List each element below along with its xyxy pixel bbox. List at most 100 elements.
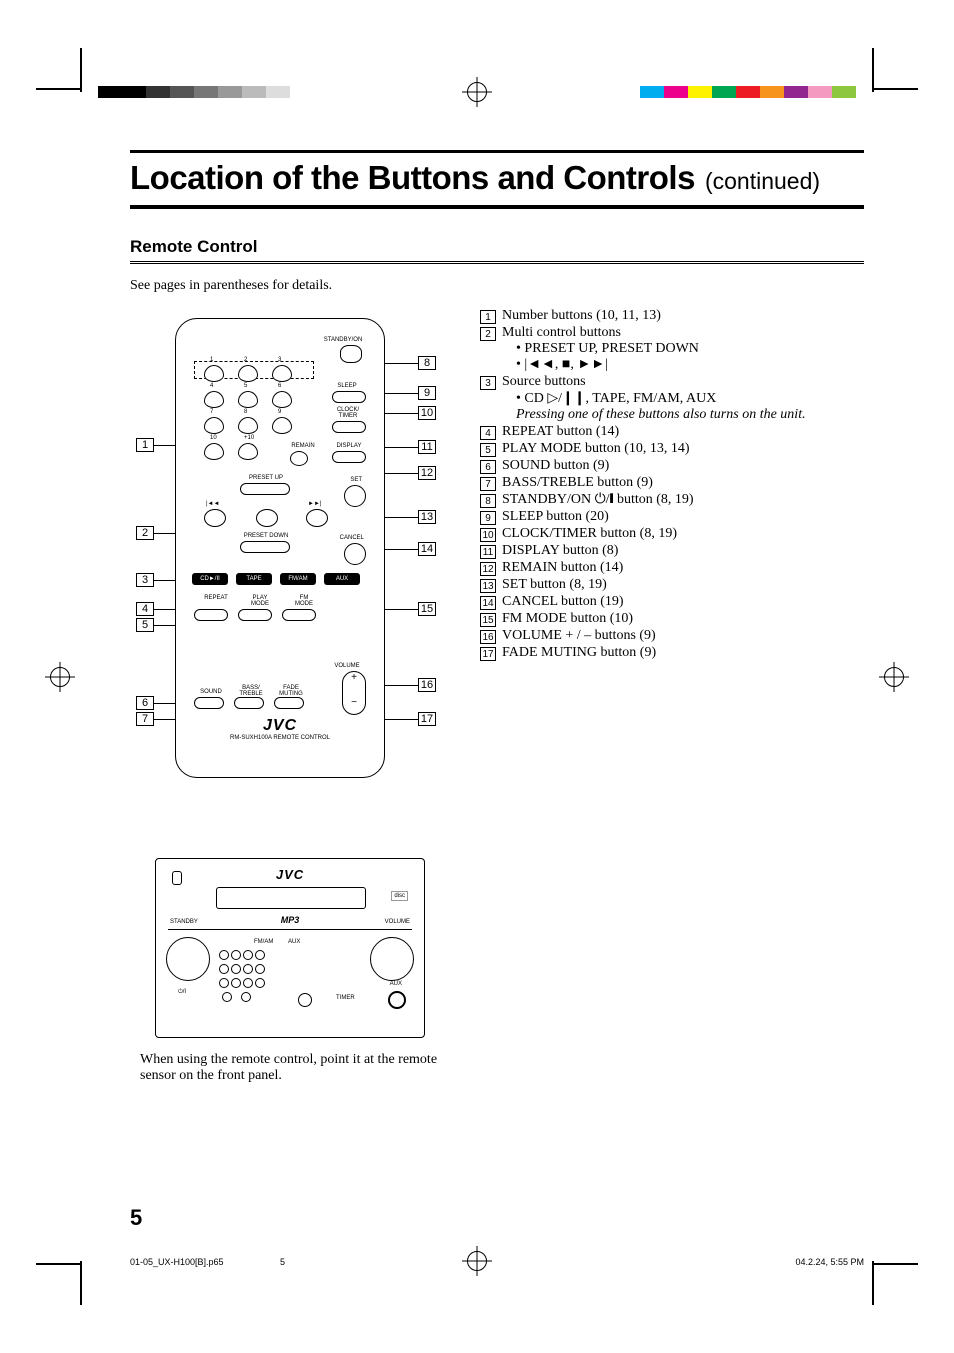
list-text: DISPLAY button (8) (502, 543, 864, 559)
num-button (238, 365, 258, 382)
preset-down-label: PRESET DOWN (231, 533, 301, 539)
callout-number: 2 (136, 526, 154, 540)
preset-up-label: PRESET UP (236, 475, 296, 481)
list-num: 14 (480, 596, 496, 610)
page-content: Location of the Buttons and Controls (co… (130, 150, 864, 1223)
list-item: 3 Source buttons• CD ▷/❙❙, TAPE, FM/AM, A… (480, 374, 864, 423)
list-num: 3 (480, 376, 496, 390)
cancel-button (344, 543, 366, 565)
standby-label: STANDBY (170, 919, 198, 925)
list-item: 6SOUND button (9) (480, 458, 864, 474)
callout-number: 4 (136, 602, 154, 616)
section-heading: Remote Control (130, 237, 864, 264)
timer-label: TIMER (336, 995, 355, 1001)
list-text: Source buttons (502, 374, 864, 390)
mode-button (238, 609, 272, 621)
list-num: 11 (480, 545, 496, 559)
list-num: 15 (480, 613, 496, 627)
front-brand: JVC (276, 867, 304, 882)
list-text: Multi control buttons (502, 325, 864, 341)
callout-list: 1Number buttons (10, 11, 13)2Multi contr… (480, 308, 864, 661)
list-text: REPEAT button (14) (502, 424, 864, 440)
callout-number: 10 (418, 406, 436, 420)
list-item: 9 SLEEP button (20) (480, 509, 864, 525)
list-num: 9 (480, 511, 496, 525)
volume-label: VOLUME (385, 919, 410, 925)
stop-button (256, 509, 278, 527)
volume-rocker: + − (342, 671, 366, 715)
bass-button (234, 697, 264, 709)
aux-jack (388, 991, 406, 1009)
callout-number: 5 (136, 618, 154, 632)
list-text: STANDBY/ON ⏻/❙ button (8, 19) (502, 492, 864, 508)
list-text: SLEEP button (20) (502, 509, 864, 525)
callout-number: 11 (418, 440, 436, 454)
sleep-label: SLEEP (330, 383, 364, 389)
callout-number: 17 (418, 712, 436, 726)
mode-button (194, 609, 228, 621)
callout-number: 7 (136, 712, 154, 726)
list-item: 2Multi control buttons• PRESET UP, PRESE… (480, 325, 864, 373)
callout-number: 8 (418, 356, 436, 370)
eject-icon (172, 871, 182, 885)
list-item: 4 REPEAT button (14) (480, 424, 864, 440)
source-button: AUX (324, 573, 360, 585)
title-band: Location of the Buttons and Controls (co… (130, 150, 864, 209)
list-item: 14CANCEL button (19) (480, 594, 864, 610)
list-text: VOLUME + / – buttons (9) (502, 628, 864, 644)
list-sub: • CD ▷/❙❙, TAPE, FM/AM, AUX (516, 390, 864, 407)
callout-number: 3 (136, 573, 154, 587)
front-panel-diagram: JVC disc MP3 STANDBY VOLUME ⏻/I FM/AM AU… (155, 858, 425, 1038)
footer: 01-05_UX-H100[B].p65 5 04.2.24, 5:55 PM (130, 1257, 864, 1267)
footer-page: 5 (280, 1257, 285, 1267)
disc-logo: disc (391, 891, 408, 901)
list-num: 4 (480, 426, 496, 440)
fade-label: FADE MUTING (274, 685, 308, 697)
list-item: 17 FADE MUTING button (9) (480, 645, 864, 661)
list-num: 10 (480, 528, 496, 542)
model-label: RM-SUXH100A REMOTE CONTROL (176, 735, 384, 741)
volume-dial (370, 937, 414, 981)
list-item: 15FM MODE button (10) (480, 611, 864, 627)
list-num: 12 (480, 562, 496, 576)
preset-up-button (240, 483, 290, 495)
aux-label: AUX (288, 939, 300, 945)
set-label: SET (350, 477, 362, 483)
num-button (238, 417, 258, 434)
list-text: PLAY MODE button (10, 13, 14) (502, 441, 864, 457)
callout-number: 13 (418, 510, 436, 524)
sound-label: SOUND (196, 689, 226, 695)
list-item: 8 STANDBY/ON ⏻/❙ button (8, 19) (480, 492, 864, 508)
standby-label: STANDBY/ON (318, 337, 368, 343)
list-item: 16VOLUME + / – buttons (9) (480, 628, 864, 644)
sensor (298, 993, 312, 1007)
remote-diagram: STANDBY/ON 12345678910+10 SLEEP CLOCK/ T… (130, 308, 450, 788)
footer-datetime: 04.2.24, 5:55 PM (795, 1257, 864, 1267)
list-text: BASS/TREBLE button (9) (502, 475, 864, 491)
right-column: 1Number buttons (10, 11, 13)2Multi contr… (480, 308, 864, 662)
list-text: FADE MUTING button (9) (502, 645, 864, 661)
num-button (204, 365, 224, 382)
front-display (216, 887, 366, 909)
bass-label: BASS/ TREBLE (234, 685, 268, 697)
source-button: TAPE (236, 573, 272, 585)
mp3-logo: MP3 (281, 915, 300, 925)
callout-number: 16 (418, 678, 436, 692)
num-button (272, 365, 292, 382)
left-column: STANDBY/ON 12345678910+10 SLEEP CLOCK/ T… (130, 308, 450, 1084)
list-num: 8 (480, 494, 496, 508)
list-text: CLOCK/TIMER button (8, 19) (502, 526, 864, 542)
callout-number: 15 (418, 602, 436, 616)
list-num: 5 (480, 443, 496, 457)
next-button (306, 509, 328, 527)
fade-button (274, 697, 304, 709)
cancel-label: CANCEL (340, 535, 364, 541)
mode-button (282, 609, 316, 621)
sleep-button (332, 391, 366, 403)
list-text: REMAIN button (14) (502, 560, 864, 576)
list-text: SOUND button (9) (502, 458, 864, 474)
list-note: Pressing one of these buttons also turns… (516, 407, 864, 423)
source-button: CD►/II (192, 573, 228, 585)
list-sub: • |◄◄, ■, ►►| (516, 357, 864, 373)
list-num: 17 (480, 647, 496, 661)
